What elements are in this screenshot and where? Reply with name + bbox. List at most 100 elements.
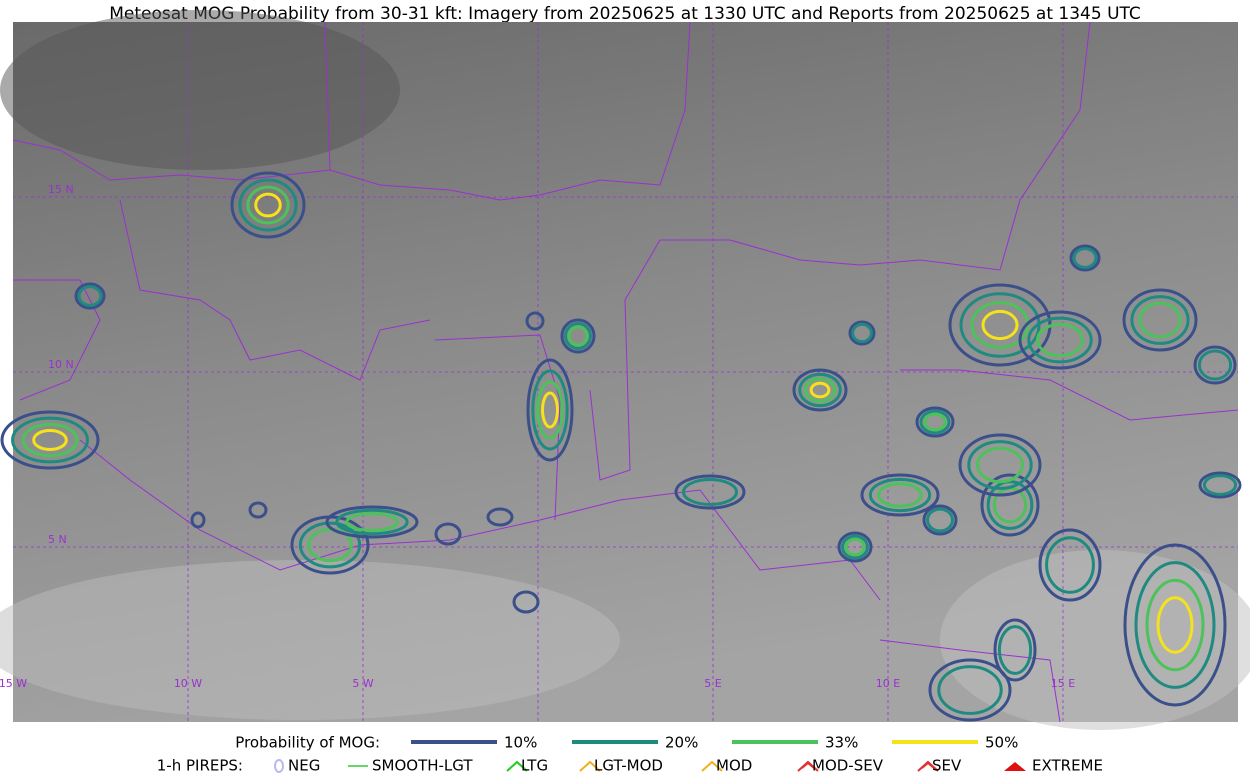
probability-contour [345,512,399,532]
probability-contour [848,320,876,346]
legend-entry: SEV [932,757,962,775]
legend-entry: EXTREME [1032,757,1103,775]
probability-contour [1130,295,1190,345]
probability-contour [997,625,1033,675]
probability-contour [526,358,574,462]
title: Meteosat MOG Probability from 30-31 kft:… [109,4,1141,24]
probability-contour [0,410,100,470]
probability-contour [1027,316,1093,364]
legend-entry: MOD-SEV [812,757,884,775]
legend-entry: 50% [985,734,1018,752]
lon-label: 15 W [0,677,27,690]
pirep-symbol [506,760,528,772]
probability-contour [32,428,68,452]
lon-label: 15 E [1051,677,1075,690]
probability-contour [1198,471,1242,499]
probability-contour [298,521,362,569]
border [589,21,1091,481]
probability-contour [877,482,923,508]
probability-contour [325,505,419,539]
probability-contour [567,325,589,347]
lon-label: 5 W [352,677,373,690]
probability-contour [844,537,866,557]
probability-contour [976,446,1024,484]
pirep-symbol [917,760,939,772]
probability-contour [967,440,1033,490]
lon-label: 10 E [876,677,900,690]
probability-contour [926,507,954,533]
legend-entry: LTG [521,757,548,775]
probability-contour [536,380,564,440]
probability-contour [922,504,958,536]
probability-contour [674,474,746,510]
legend: Probability of MOG: 10% 20% 33% 50% 1-h PIREP… [157,734,1103,775]
probability-contour [541,391,559,429]
probability-contour [77,285,103,307]
map: 15 N 10 N 5 N 15 W 10 W 5 W 5 E 10 E 15 E [0,10,1250,730]
probability-contour [1038,528,1102,602]
probability-contour [928,658,1012,722]
probability-contour [74,282,106,310]
probability-contour [851,322,873,344]
border [434,334,561,521]
probability-contour [1202,474,1238,496]
probability-contour [190,511,206,529]
probability-contour [1138,301,1182,339]
probability-contour [248,501,268,519]
probability-contour [486,507,514,527]
pirep-symbol [701,760,723,772]
lat-label: 5 N [48,533,67,546]
legend-entry: 33% [825,734,858,752]
probability-contour [993,618,1037,682]
probability-contour [1122,288,1198,352]
pirep-symbol [274,759,284,773]
probability-contour [1036,322,1084,358]
lat-label: 15 N [48,183,74,196]
probability-contour [798,372,842,408]
probability-contour [1193,345,1237,385]
probability-contour [803,377,837,403]
probability-contour [525,311,545,331]
legend-label: Probability of MOG: [235,734,380,752]
probability-contour [531,369,569,451]
probability-contour [512,590,540,614]
probability-contour [841,534,869,560]
probability-contour [1123,543,1227,707]
probability-contour [958,433,1042,497]
probability-contour [860,473,940,517]
probability-contour [335,508,409,536]
probability-contour [937,665,1003,715]
probability-contour [1069,244,1101,272]
probability-contour [1045,536,1095,594]
border [119,199,431,381]
probability-contour [1072,247,1098,269]
probability-contour [981,309,1019,341]
probability-contour [919,409,951,435]
legend-label: 1-h PIREPS: [157,757,243,775]
legend-entry: 20% [665,734,698,752]
pirep-symbol [1004,762,1026,771]
border [879,639,1061,723]
probability-contour [792,368,848,412]
probability-contour [254,192,282,218]
legend-entry: NEG [288,757,320,775]
probability-contour [1156,596,1194,654]
probability-contour [809,381,831,399]
probability-contour [21,422,79,458]
cloud-region [940,550,1250,730]
probability-contour [11,416,89,464]
lon-label: 5 E [704,677,721,690]
pirep-symbol [797,760,819,772]
lon-label: 10 W [174,677,202,690]
probability-contour [1134,561,1216,689]
border [13,279,101,401]
probability-contour [923,412,947,432]
probability-contour [1145,578,1205,672]
probability-contour [560,318,596,354]
border [900,369,1239,421]
legend-entry: MOD [716,757,752,775]
probability-contour [980,473,1040,537]
pirep-symbol [579,760,601,772]
probability-contour [434,522,462,546]
